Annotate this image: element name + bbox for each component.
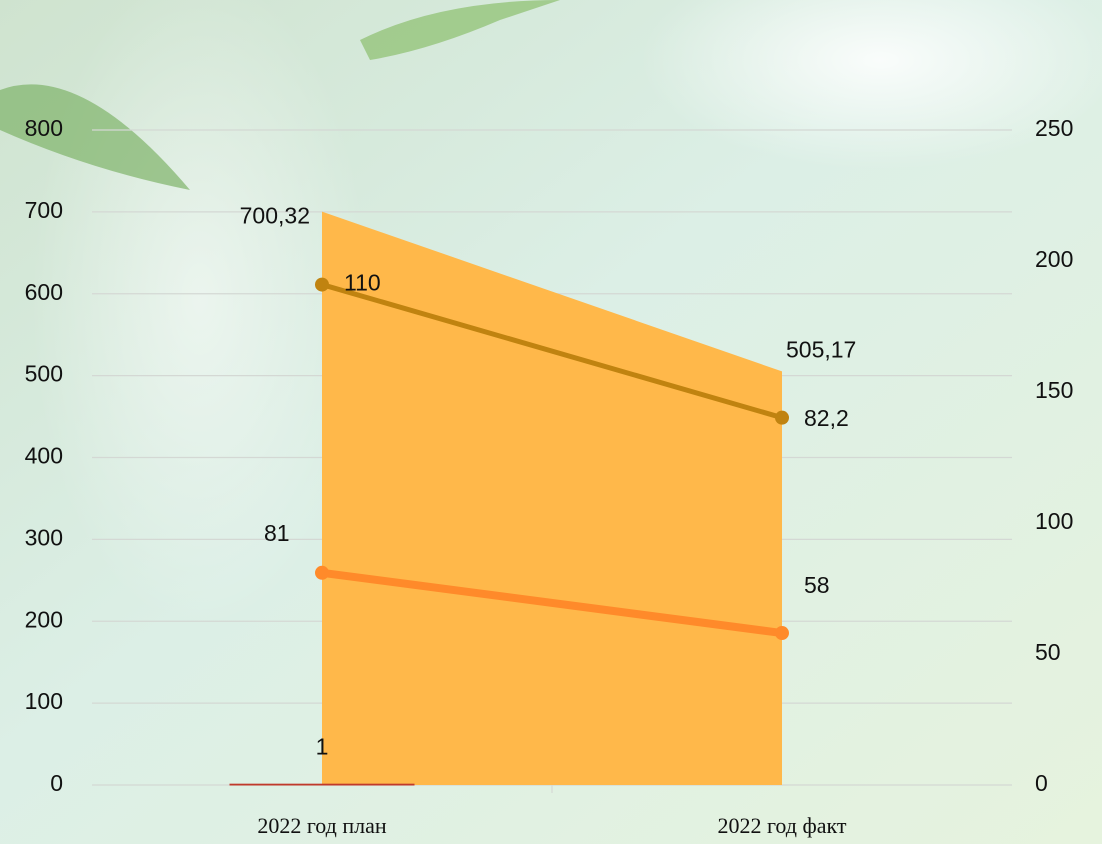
decoration bbox=[30, 0, 370, 630]
y2-tick-label: 150 bbox=[1035, 377, 1073, 403]
y-tick-label: 700 bbox=[25, 197, 63, 223]
y-tick-label: 200 bbox=[25, 606, 63, 632]
data-label: 505,17 bbox=[786, 336, 856, 362]
data-label: 700,32 bbox=[240, 203, 310, 229]
chart: 0 100 200 300 400 500 600 700 800 0 50 100 150 200 250… bbox=[0, 0, 1102, 844]
line-marker bbox=[775, 411, 789, 425]
y2-tick-label: 0 bbox=[1035, 770, 1048, 796]
y-tick-label: 100 bbox=[25, 688, 63, 714]
data-label: 82,2 bbox=[804, 405, 849, 431]
line-marker bbox=[315, 566, 329, 580]
y-tick-label: 400 bbox=[25, 443, 63, 469]
x-tick-label: 2022 год план bbox=[257, 813, 387, 838]
bar bbox=[230, 784, 414, 785]
y2-tick-label: 100 bbox=[1035, 508, 1073, 534]
page: {"chart_data": {"type": "combo", "catego… bbox=[0, 0, 1102, 844]
data-label: 58 bbox=[804, 572, 830, 598]
line-marker bbox=[315, 278, 329, 292]
data-label: 81 bbox=[264, 520, 290, 546]
x-tick-label: 2022 год факт bbox=[717, 813, 846, 838]
y2-tick-label: 200 bbox=[1035, 246, 1073, 272]
y-tick-label: 800 bbox=[25, 115, 63, 141]
y-tick-label: 500 bbox=[25, 361, 63, 387]
y-tick-label: 300 bbox=[25, 524, 63, 550]
y-tick-label: 600 bbox=[25, 279, 63, 305]
data-label: 110 bbox=[344, 270, 381, 296]
data-label: 1 bbox=[316, 733, 329, 759]
y2-tick-label: 250 bbox=[1035, 115, 1073, 141]
line-marker bbox=[775, 626, 789, 640]
y-tick-label: 0 bbox=[50, 770, 63, 796]
y2-tick-label: 50 bbox=[1035, 639, 1061, 665]
